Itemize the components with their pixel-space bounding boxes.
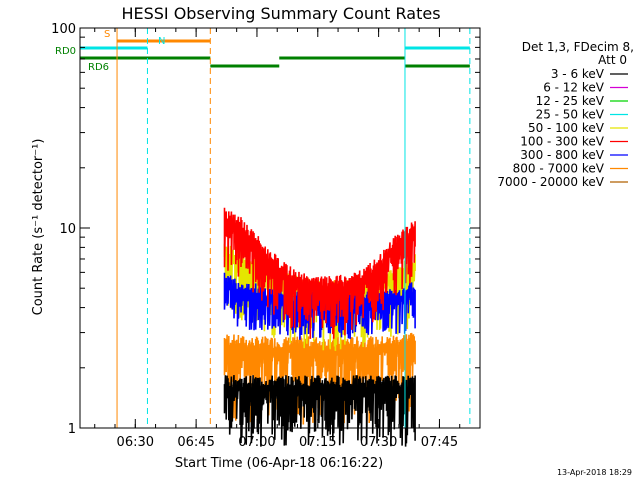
flag-label: N (158, 36, 165, 47)
legend-entry: 300 - 800 keV (520, 148, 604, 162)
legend-entry: 12 - 25 keV (536, 94, 605, 108)
x-tick-label: 06:45 (177, 435, 214, 450)
x-tick-label: 07:30 (360, 435, 397, 450)
series-100-300kev (223, 207, 416, 339)
x-tick-label: 07:00 (238, 435, 275, 450)
legend-header: Att 0 (598, 53, 627, 67)
legend-entry: 6 - 12 keV (543, 81, 605, 95)
x-axis-label: Start Time (06-Apr-18 06:16:22) (175, 456, 383, 471)
flag-label: RD0 (55, 46, 76, 57)
y-tick-label: 10 (59, 222, 76, 237)
x-tick-label: 07:15 (299, 435, 336, 450)
flag-label: S (104, 29, 110, 40)
legend-entry: 100 - 300 keV (520, 135, 604, 149)
x-tick-label: 07:45 (421, 435, 458, 450)
legend-entry: 7000 - 20000 keV (497, 175, 604, 189)
legend-entry: 800 - 7000 keV (513, 162, 605, 176)
series-layer (223, 207, 416, 447)
series-3-6kev (223, 375, 416, 447)
y-tick-label: 1 (68, 422, 76, 437)
axes: 06:30 06:45 07:00 07:15 07:30 07:45 1 10 100 (51, 22, 481, 450)
legend-header: Det 1,3, FDecim 8, (522, 40, 634, 54)
flag-label: RD6 (88, 62, 109, 73)
series-300-800kev (223, 272, 416, 340)
legend-entry: 3 - 6 keV (551, 67, 605, 81)
y-tick-label: 100 (51, 22, 76, 37)
y-axis-label: Count Rate (s⁻¹ detector⁻¹) (31, 139, 46, 316)
x-tick-label: 06:30 (117, 435, 154, 450)
flag-bars: S N RD0 RD6 (55, 29, 470, 73)
footer-date: 13-Apr-2018 18:29 (557, 468, 632, 477)
legend-entry: 25 - 50 keV (536, 108, 605, 122)
chart-title: HESSI Observing Summary Count Rates (121, 4, 440, 23)
legend-entry: 50 - 100 keV (528, 121, 605, 135)
